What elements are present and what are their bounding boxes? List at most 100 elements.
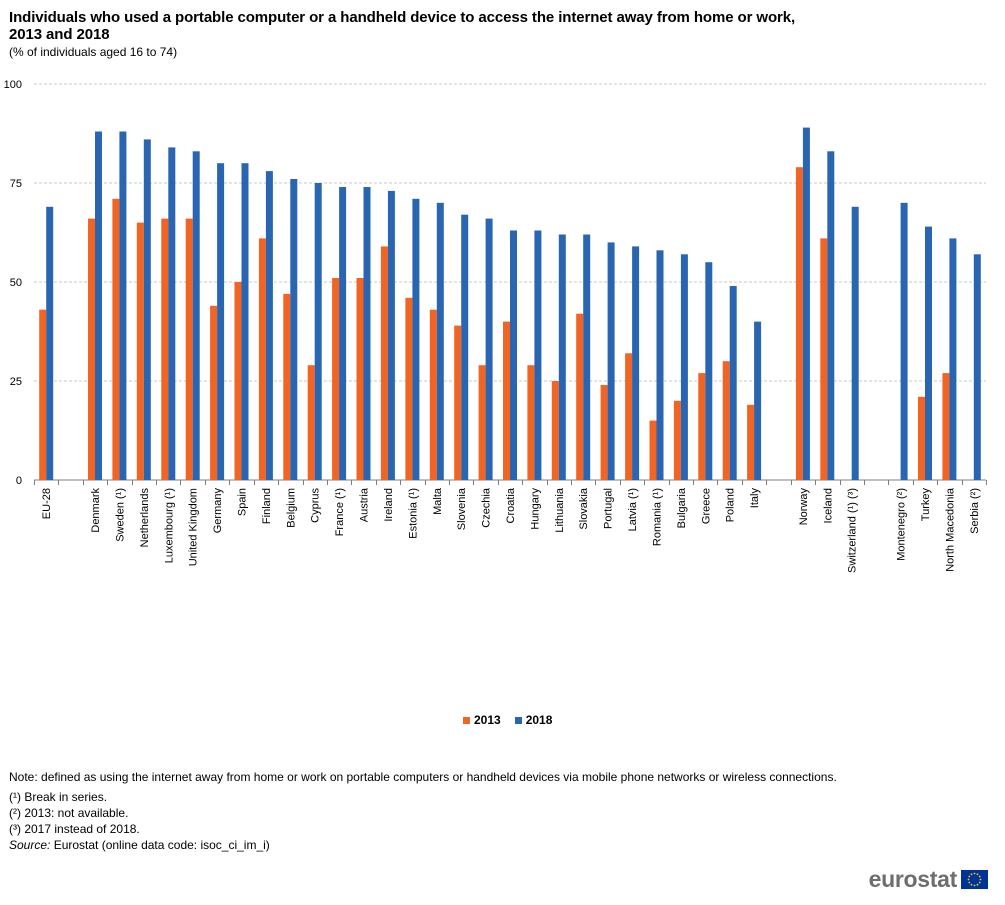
x-tick-label: Finland bbox=[261, 488, 273, 524]
x-tick-label: Romania (¹) bbox=[652, 488, 664, 546]
source-label: Source: bbox=[9, 838, 51, 852]
legend-item-2013[interactable]: 2013 bbox=[463, 713, 501, 727]
bar-2013 bbox=[649, 420, 657, 480]
bar-2018 bbox=[387, 190, 395, 480]
x-tick-label: Italy bbox=[749, 488, 761, 509]
bar-2013 bbox=[478, 365, 486, 480]
bar-2013 bbox=[283, 293, 291, 480]
eurostat-logo[interactable]: eurostat bbox=[869, 866, 988, 893]
bar-2013 bbox=[673, 400, 681, 480]
legend-label-2013: 2013 bbox=[474, 713, 501, 727]
source-line: Source: Eurostat (online data code: isoc… bbox=[9, 837, 837, 853]
bar-2018 bbox=[607, 242, 615, 480]
bar-2013 bbox=[429, 309, 437, 480]
bar-2013 bbox=[332, 278, 340, 480]
x-tick-label: Austria bbox=[359, 487, 371, 522]
chart-legend: 2013 2018 bbox=[463, 713, 552, 727]
bar-2013 bbox=[747, 404, 755, 480]
x-tick-label: Croatia bbox=[505, 487, 517, 523]
x-tick-label: Latvia (¹) bbox=[627, 488, 639, 531]
x-tick-label: Turkey bbox=[920, 488, 932, 522]
x-tick-label: Sweden (¹) bbox=[114, 488, 126, 542]
x-tick-label: Poland bbox=[725, 488, 737, 522]
bar-2018 bbox=[510, 230, 517, 480]
x-tick-label: Cyprus bbox=[310, 488, 322, 523]
eu-flag-icon bbox=[961, 870, 988, 889]
bar-2018 bbox=[485, 218, 493, 480]
x-tick-label: Malta bbox=[432, 487, 444, 515]
chart-notes: Note: defined as using the internet away… bbox=[9, 769, 837, 853]
y-tick-label: 100 bbox=[4, 79, 22, 91]
x-tick-label: Ireland bbox=[383, 488, 395, 522]
x-tick-label: Slovenia bbox=[456, 487, 468, 530]
bar-2018 bbox=[705, 262, 713, 480]
bar-2018 bbox=[95, 131, 102, 480]
bar-2013 bbox=[942, 373, 950, 480]
x-tick-label: Norway bbox=[798, 488, 810, 526]
bar-2018 bbox=[583, 234, 591, 480]
bar-2013 bbox=[527, 365, 535, 480]
bar-2018 bbox=[656, 250, 664, 480]
x-tick-label: Hungary bbox=[529, 488, 541, 530]
bar-2013 bbox=[576, 313, 584, 480]
bar-2018 bbox=[143, 139, 151, 480]
y-tick-label: 75 bbox=[10, 178, 22, 190]
bar-2013 bbox=[234, 282, 242, 480]
bar-2018 bbox=[192, 151, 200, 481]
bar-2018 bbox=[119, 131, 127, 480]
bar-2018 bbox=[412, 198, 420, 481]
bar-2018 bbox=[290, 179, 298, 480]
x-tick-label: Luxembourg (¹) bbox=[163, 488, 175, 563]
bar-2018 bbox=[925, 226, 932, 480]
bar-2013 bbox=[503, 321, 510, 480]
bar-2018 bbox=[680, 254, 688, 480]
bar-2013 bbox=[380, 246, 388, 480]
bar-2018 bbox=[851, 206, 859, 481]
x-tick-label: Denmark bbox=[90, 488, 102, 533]
y-tick-label: 25 bbox=[10, 376, 22, 388]
x-tick-label: Belgium bbox=[285, 488, 297, 528]
x-tick-label: Switzerland (¹) (³) bbox=[847, 488, 859, 573]
bar-2013 bbox=[136, 222, 144, 480]
bar-2018 bbox=[46, 206, 54, 481]
note-definition: Note: defined as using the internet away… bbox=[9, 770, 837, 784]
bar-2018 bbox=[168, 147, 176, 480]
bar-2018 bbox=[900, 202, 908, 481]
bar-2018 bbox=[754, 321, 762, 480]
x-tick-label: Slovakia bbox=[578, 487, 590, 529]
x-tick-label: Estonia (¹) bbox=[407, 488, 419, 539]
x-tick-label: Netherlands bbox=[139, 488, 151, 548]
x-tick-label: Montenegro (²) bbox=[896, 488, 908, 561]
x-tick-label: Greece bbox=[700, 488, 712, 524]
bar-2013 bbox=[356, 278, 364, 480]
bar-2013 bbox=[795, 167, 803, 480]
bar-2018 bbox=[363, 187, 371, 480]
x-tick-label: North Macedonia bbox=[944, 487, 956, 572]
source-text[interactable]: Eurostat (online data code: isoc_ci_im_i… bbox=[50, 838, 270, 852]
bar-2013 bbox=[698, 373, 706, 480]
x-tick-label: Spain bbox=[237, 488, 249, 516]
bar-2018 bbox=[217, 163, 225, 480]
bar-2018 bbox=[241, 163, 249, 480]
bar-chart: 0 25 50 75 100 EU-28 Denmark Sweden (¹) Netherla… bbox=[4, 79, 987, 573]
bar-2013 bbox=[88, 218, 95, 480]
bar-2013 bbox=[161, 218, 169, 480]
note-not-available: (²) 2013: not available. bbox=[9, 806, 129, 820]
legend-item-2018[interactable]: 2018 bbox=[514, 713, 552, 727]
legend-swatch-2018 bbox=[514, 716, 522, 724]
bar-2018 bbox=[802, 127, 810, 480]
x-tick-label: Bulgaria bbox=[676, 487, 688, 528]
x-tick-label: EU-28 bbox=[41, 488, 53, 519]
bar-2013 bbox=[820, 238, 828, 480]
bar-2013 bbox=[600, 385, 608, 480]
bar-2018 bbox=[314, 183, 322, 480]
bar-2018 bbox=[729, 286, 737, 480]
logo-text: eurostat bbox=[868, 866, 958, 892]
bar-2013 bbox=[112, 198, 120, 481]
bar-2013 bbox=[210, 305, 218, 480]
bar-2013 bbox=[454, 325, 462, 480]
bar-2013 bbox=[625, 353, 633, 480]
x-tick-label: Lithuania bbox=[554, 487, 566, 533]
y-tick-label: 0 bbox=[16, 475, 22, 487]
x-tick-label: Portugal bbox=[603, 488, 615, 529]
